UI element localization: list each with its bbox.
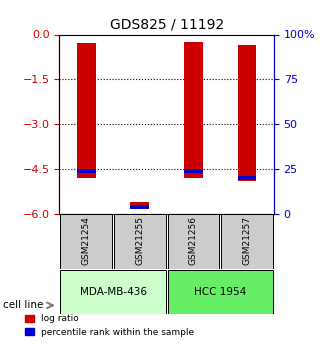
Bar bbox=[77, 169, 96, 172]
Text: GSM21255: GSM21255 bbox=[135, 216, 144, 265]
FancyBboxPatch shape bbox=[221, 215, 273, 268]
Text: GSM21257: GSM21257 bbox=[243, 216, 251, 265]
FancyBboxPatch shape bbox=[168, 269, 273, 314]
Text: MDA-MB-436: MDA-MB-436 bbox=[80, 287, 147, 296]
Text: HCC 1954: HCC 1954 bbox=[194, 287, 247, 296]
Text: GSM21256: GSM21256 bbox=[189, 216, 198, 265]
Legend: log ratio, percentile rank within the sample: log ratio, percentile rank within the sa… bbox=[21, 311, 198, 341]
Bar bbox=[184, 169, 203, 172]
Text: GSM21254: GSM21254 bbox=[82, 216, 91, 265]
Bar bbox=[130, 202, 149, 209]
FancyBboxPatch shape bbox=[168, 215, 219, 268]
FancyBboxPatch shape bbox=[60, 215, 112, 268]
FancyBboxPatch shape bbox=[114, 215, 166, 268]
FancyBboxPatch shape bbox=[60, 269, 166, 314]
Bar bbox=[77, 43, 96, 178]
Bar bbox=[238, 45, 256, 181]
Title: GDS825 / 11192: GDS825 / 11192 bbox=[110, 18, 224, 32]
Bar bbox=[184, 42, 203, 178]
Bar bbox=[238, 176, 256, 180]
Text: cell line: cell line bbox=[3, 300, 44, 310]
Bar bbox=[130, 205, 149, 208]
